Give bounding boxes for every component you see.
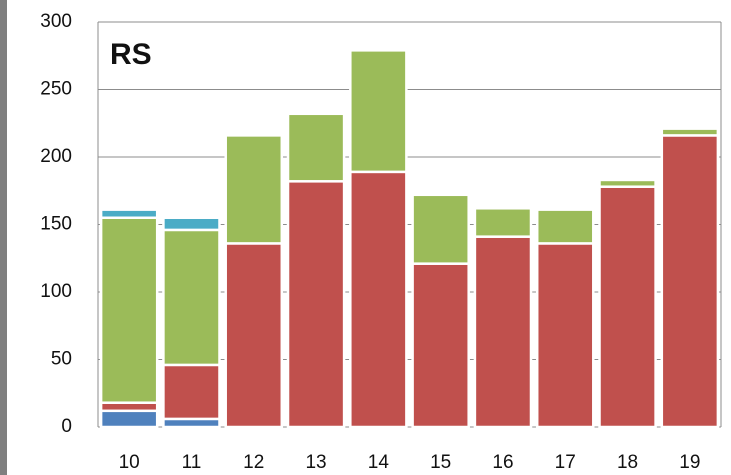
bar-segment	[535, 208, 595, 245]
bar-segment	[224, 134, 284, 245]
x-tick-label: 11	[182, 452, 202, 473]
bar-segment	[660, 134, 720, 429]
bar-segment	[535, 242, 595, 429]
y-tick-label: 300	[40, 11, 72, 32]
y-tick-label: 150	[40, 214, 72, 235]
bar-segment	[162, 363, 221, 421]
bar-segment	[349, 49, 408, 174]
y-tick-label: 50	[51, 349, 72, 370]
y-tick-label: 100	[40, 281, 72, 302]
bar-segment	[286, 112, 346, 183]
bar-segment	[349, 170, 408, 429]
bar-segment	[473, 207, 533, 238]
y-tick-label: 0	[61, 416, 72, 437]
bar-segment	[162, 216, 221, 232]
chart-title: RS	[110, 38, 152, 71]
x-tick-label: 17	[555, 452, 576, 473]
x-tick-label: 15	[430, 452, 451, 473]
x-tick-label: 12	[243, 452, 264, 473]
y-tick-label: 200	[40, 146, 72, 167]
bar-segment	[224, 242, 284, 429]
bar-segment	[411, 193, 470, 265]
bar-segment	[598, 178, 657, 188]
bar-segment	[286, 180, 346, 429]
bar-segment	[99, 216, 159, 404]
x-tick-label: 14	[368, 452, 390, 473]
x-tick-label: 13	[305, 452, 326, 473]
x-tick-label: 10	[119, 452, 140, 473]
bar-segment	[99, 208, 159, 219]
x-tick-label: 19	[679, 452, 700, 473]
x-tick-label: 18	[617, 452, 638, 473]
bar-segment	[598, 185, 657, 429]
y-tick-label: 250	[40, 79, 72, 100]
bar-segment	[660, 127, 720, 137]
bar-segment	[162, 228, 221, 367]
left-border	[0, 0, 7, 475]
bar-segment	[99, 409, 159, 429]
bar-segment	[473, 235, 533, 429]
x-tick-label: 16	[492, 452, 513, 473]
bar-segment	[411, 262, 470, 429]
